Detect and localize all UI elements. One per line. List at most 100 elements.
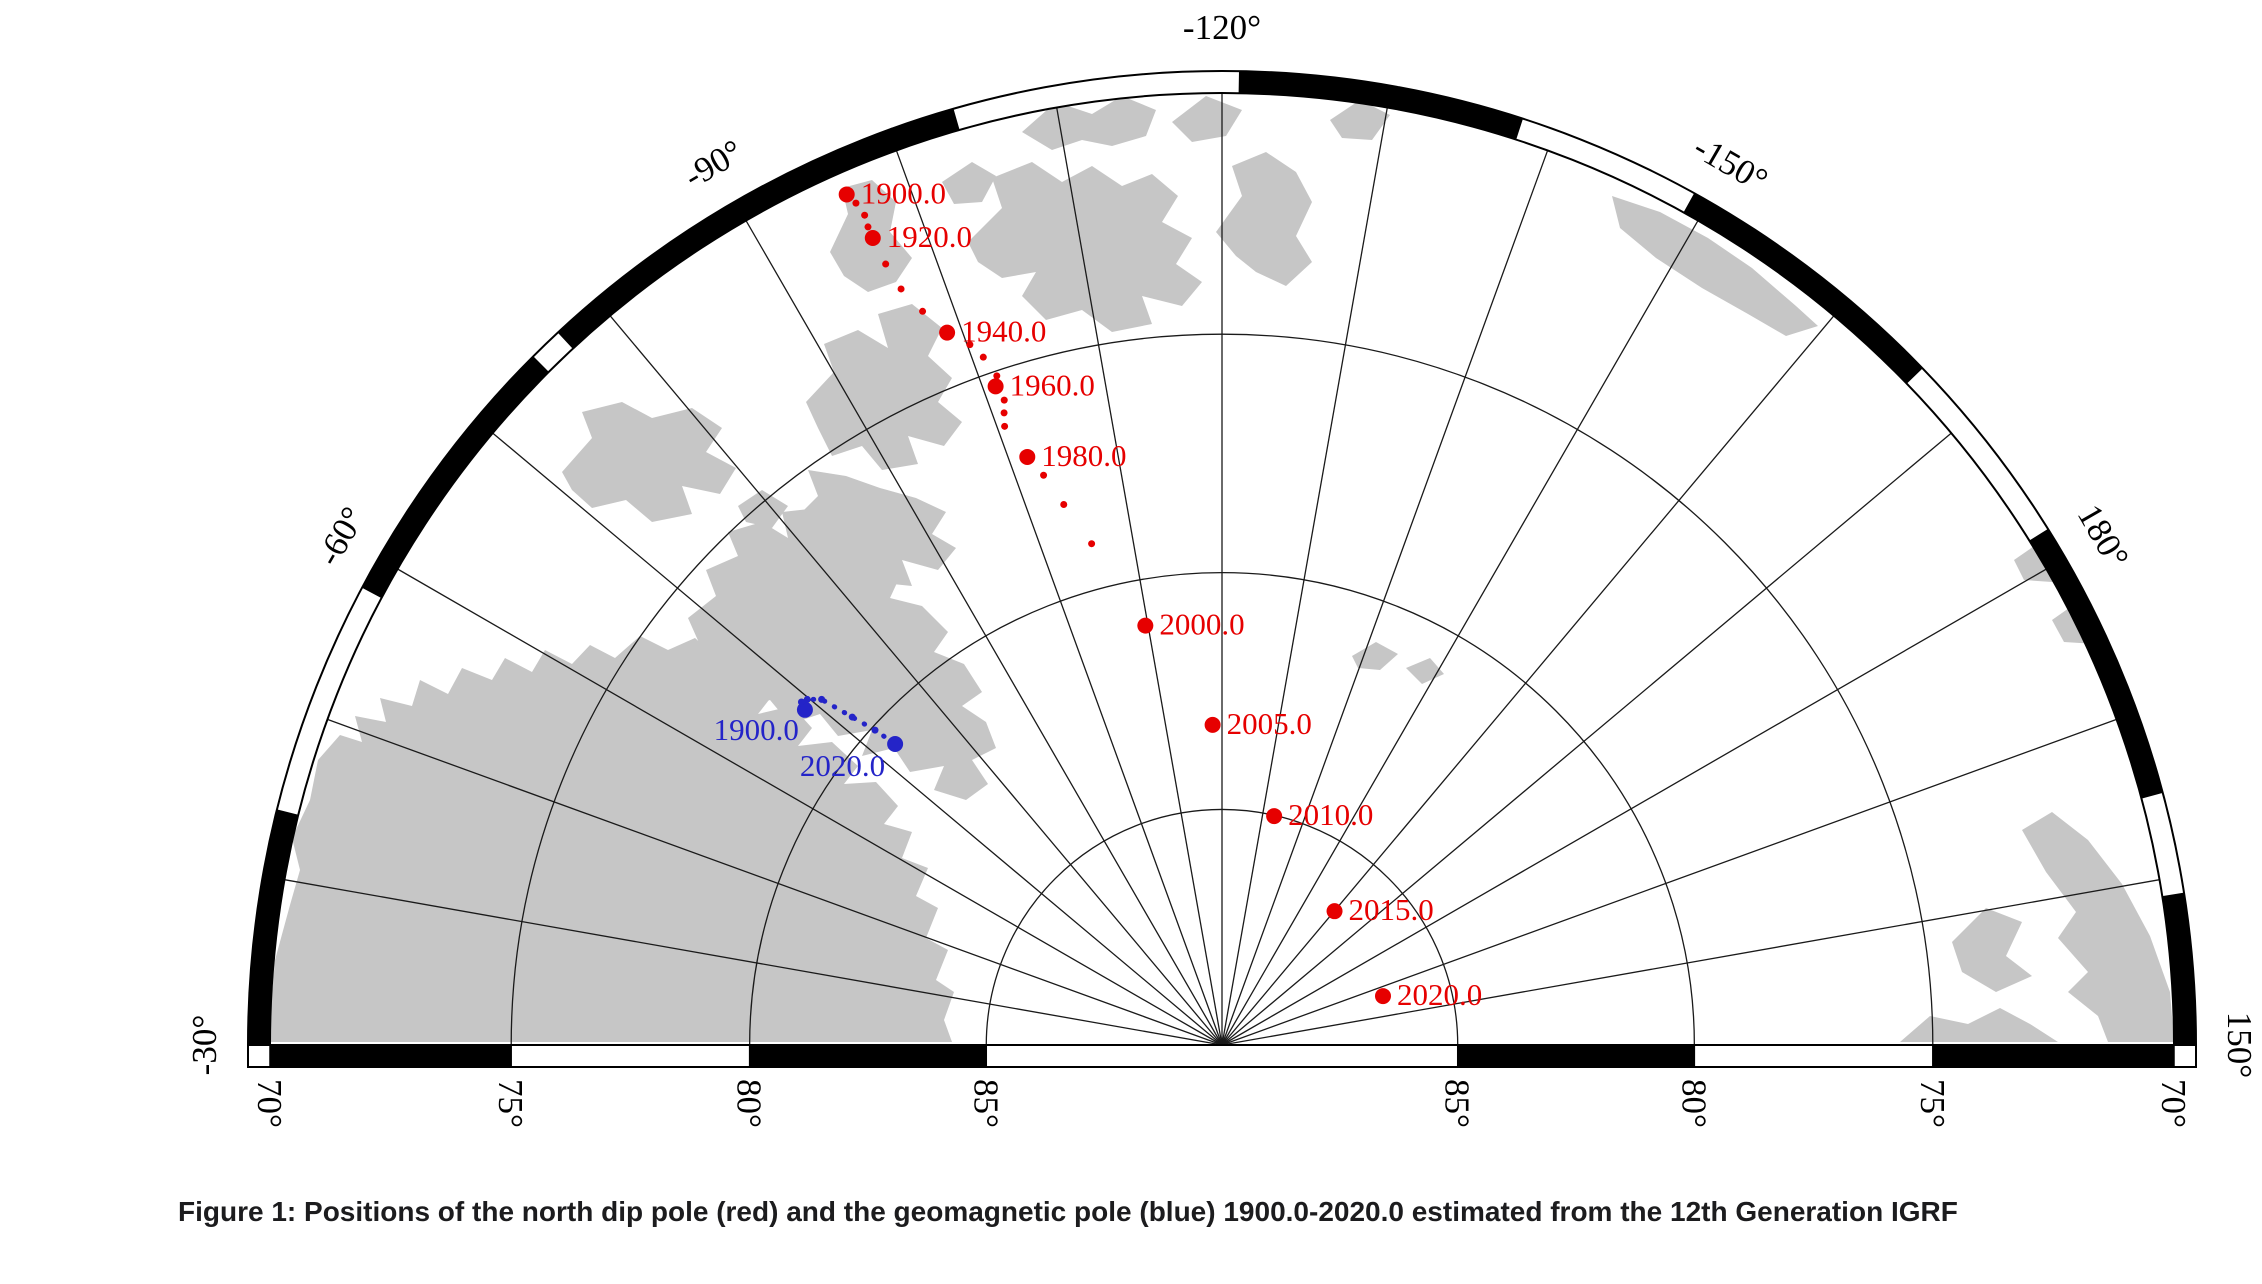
dip_pole-point [1204, 716, 1221, 733]
dip_pole-year-label: 2010.0 [1288, 797, 1373, 832]
figure-caption: Figure 1: Positions of the north dip pol… [178, 1196, 1958, 1227]
dip_pole-year-label: 1900.0 [861, 175, 946, 210]
latitude-scale-bar [247, 1044, 2197, 1068]
parallel-arc [510, 333, 1934, 1046]
dip_pole-track-point [979, 353, 987, 361]
dip_pole-track: 1900.0 1920.0 1940.0 1960.0 1980.0 2000.0 2005… [838, 175, 1482, 1012]
dip_pole-track-point [919, 307, 927, 315]
scale-bar-black-segment [1457, 1045, 1695, 1067]
scale-bar-black-segment [749, 1045, 987, 1067]
landmass [738, 490, 788, 528]
dip_pole-track-point [1060, 501, 1068, 509]
landmass [942, 162, 996, 204]
geomagnetic_pole-year-label: 1900.0 [714, 712, 799, 747]
dip_pole-track-point [1000, 396, 1008, 404]
longitude-label: 150° [2220, 1012, 2259, 1079]
landmass [562, 402, 736, 522]
meridian-line [1221, 107, 1388, 1046]
geomagnetic_pole-track-point [818, 695, 826, 703]
landmass-layer [270, 96, 2174, 1042]
dip_pole-point [1326, 903, 1343, 920]
geomagnetic_pole-track-point [803, 695, 811, 703]
latitude-label: 70° [2154, 1079, 2193, 1128]
frame-ring-outline [269, 92, 2175, 1046]
dip_pole-track-point [993, 372, 1001, 380]
meridian-line [1221, 718, 2117, 1046]
landmass [968, 162, 1202, 332]
meridian-line [492, 432, 1223, 1046]
latitude-label: 70° [250, 1079, 289, 1128]
landmass [1216, 152, 1312, 286]
latitude-label: 85° [966, 1079, 1005, 1128]
dip_pole-point [1266, 808, 1283, 825]
latitude-label: 75° [1913, 1079, 1952, 1128]
landmass [1352, 642, 1398, 670]
dip_pole-point [838, 186, 855, 203]
parallel-arc [985, 808, 1459, 1046]
meridian-line [1221, 432, 1952, 1046]
dip_pole-year-label: 2005.0 [1227, 706, 1312, 741]
landmass [1952, 908, 2032, 992]
meridian-line [1221, 879, 2160, 1046]
scale-bar-black-segment [1932, 1045, 2174, 1067]
landmass [2022, 812, 2174, 1042]
geomagnetic_pole-track-point [797, 698, 805, 706]
landmass [792, 470, 956, 586]
geomagnetic_pole-year-label: 2020.0 [800, 748, 885, 783]
frame-ring-outline [247, 70, 2197, 1046]
dip_pole-point [939, 324, 956, 341]
meridian-line [397, 568, 1223, 1046]
meridian-line [895, 150, 1223, 1046]
meridian-line [1221, 220, 1699, 1046]
geomagnetic_pole-track-point [798, 706, 806, 714]
scale-bar-black-segment [270, 1045, 512, 1067]
meridian-line [745, 220, 1223, 1046]
latitude-label: 80° [730, 1079, 769, 1128]
dip_pole-track-point [966, 341, 974, 349]
meridian-line [1221, 315, 1835, 1046]
landmass [1900, 1008, 2058, 1042]
meridian-line [1221, 150, 1549, 1046]
landmass [1172, 96, 1242, 142]
dip_pole-year-label: 2000.0 [1159, 607, 1244, 642]
dip_pole-point [864, 230, 881, 247]
dip_pole-point [987, 378, 1004, 395]
graticule [270, 93, 2174, 1046]
latitude-label: 75° [491, 1079, 530, 1128]
map-frame [247, 70, 2197, 1068]
dip_pole-track-point [1000, 409, 1008, 417]
dip_pole-track-point [852, 199, 860, 207]
meridian-line [284, 879, 1223, 1046]
landmass [806, 304, 962, 470]
dip_pole-track-point [897, 285, 905, 293]
dip_pole-point [1019, 448, 1036, 465]
dip_pole-track-point [882, 260, 890, 268]
geomagnetic_pole-dotted-line [798, 696, 898, 747]
dip_pole-track-point [1040, 471, 1048, 479]
dip_pole-point [1137, 617, 1154, 634]
dip_pole-point [1374, 988, 1391, 1005]
dip_pole-year-label: 2015.0 [1349, 892, 1434, 927]
meridian-line [609, 315, 1223, 1046]
parallel-arc [748, 571, 1696, 1046]
frame-ring-black-segment [2162, 892, 2196, 1045]
longitude-label: -120° [1183, 8, 1261, 47]
longitude-label: -30° [185, 1015, 224, 1076]
dip_pole-year-label: 1960.0 [1010, 367, 1095, 402]
dip_pole-track-point [864, 223, 872, 231]
landmass [672, 508, 996, 800]
dip_pole-track-point [1088, 540, 1096, 548]
landmass [1022, 96, 1156, 150]
landmass [1612, 196, 1818, 336]
dip_pole-year-label: 2020.0 [1397, 977, 1482, 1012]
meridian-line [1221, 568, 2047, 1046]
landmass [270, 636, 954, 1042]
frame-ring-black-segment [1683, 193, 1923, 384]
dip_pole-year-label: 1940.0 [961, 314, 1046, 349]
latitude-label: 85° [1438, 1079, 1477, 1128]
dip_pole-year-label: 1920.0 [887, 219, 972, 254]
meridian-line [1056, 107, 1223, 1046]
dip_pole-track-point [1001, 422, 1009, 430]
